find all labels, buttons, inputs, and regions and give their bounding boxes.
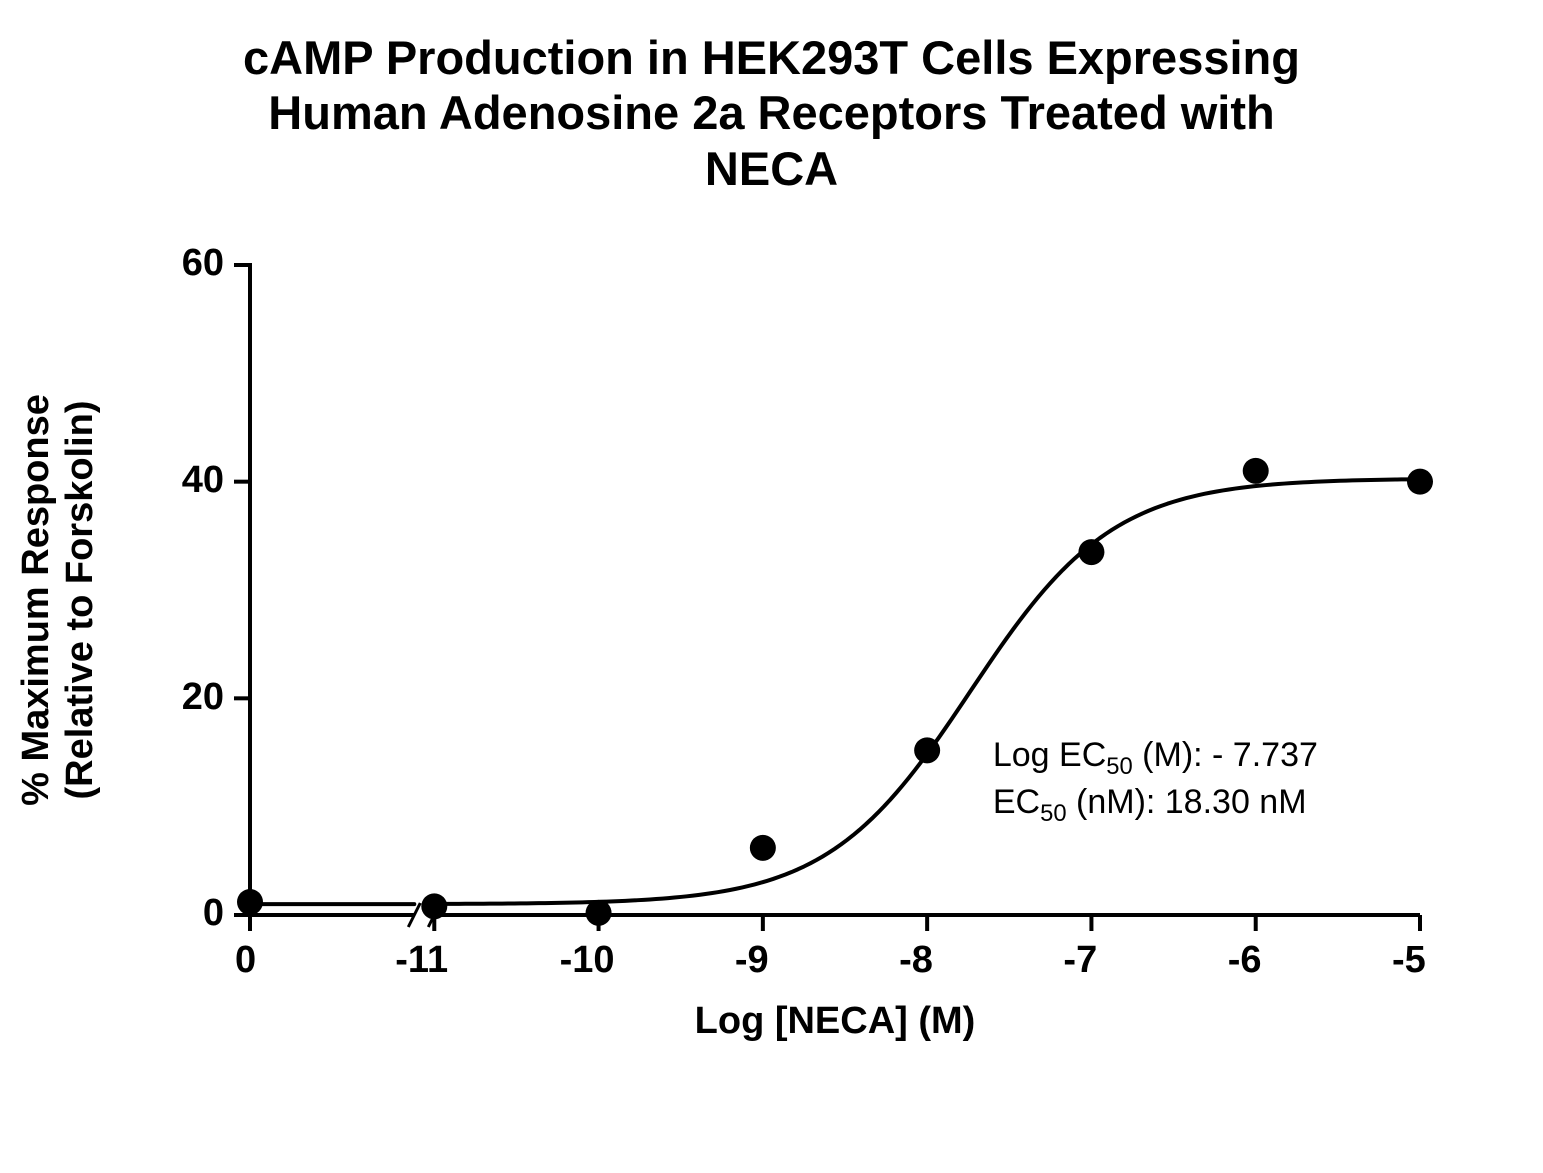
y-tick-label: 0 [203, 892, 224, 935]
x-tick-label: -11 [395, 939, 448, 982]
annotation-ec50nm: EC50 (nM): 18.30 nM [993, 783, 1307, 828]
x-tick-label: -9 [735, 939, 769, 982]
x-tick-label: -5 [1392, 939, 1426, 982]
chart-container: cAMP Production in HEK293T Cells Express… [0, 0, 1543, 1173]
annotation-logec50: Log EC50 (M): - 7.737 [993, 736, 1318, 781]
x-tick-label: -8 [899, 939, 933, 982]
y-tick-label: 60 [182, 242, 224, 285]
plot-svg [0, 0, 1543, 1173]
x-tick-label: -7 [1063, 939, 1097, 982]
x-tick-label: -10 [560, 939, 615, 982]
x-tick-label-zero: 0 [235, 939, 256, 982]
x-tick-label: -6 [1228, 939, 1262, 982]
y-tick-label: 20 [182, 676, 224, 719]
y-tick-label: 40 [182, 459, 224, 502]
